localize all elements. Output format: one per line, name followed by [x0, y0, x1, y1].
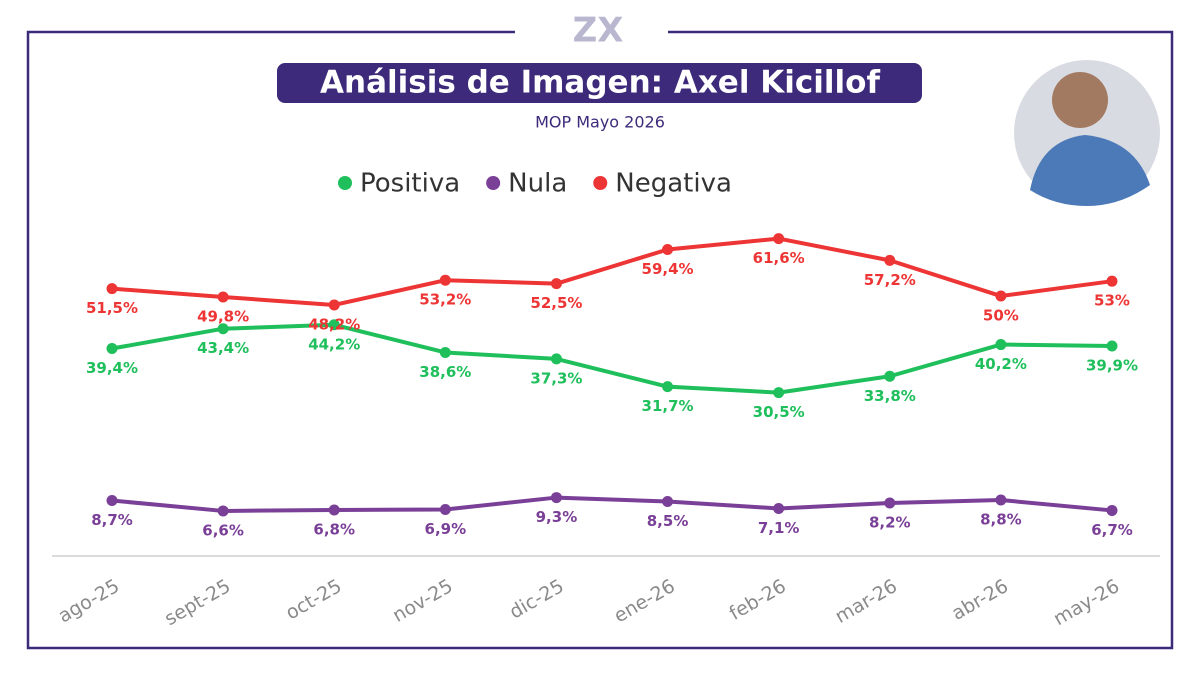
data-label: 40,2% [975, 355, 1027, 373]
portrait-body [1030, 135, 1150, 206]
logo: ZX [573, 11, 624, 51]
data-point [550, 353, 562, 365]
x-tick-label: nov-25 [389, 575, 457, 627]
data-label: 52,5% [530, 294, 582, 312]
data-label: 7,1% [758, 519, 800, 537]
data-label: 59,4% [642, 260, 694, 278]
data-point [550, 492, 562, 504]
data-point [662, 243, 674, 255]
data-label: 37,3% [530, 369, 582, 387]
data-label: 33,8% [864, 387, 916, 405]
data-label: 44,2% [308, 335, 360, 353]
data-label: 61,6% [753, 249, 805, 267]
data-point [662, 496, 674, 508]
x-tick-label: ene-26 [610, 575, 679, 627]
data-label: 50% [983, 307, 1019, 325]
legend-marker [338, 176, 352, 190]
data-point [217, 505, 229, 517]
data-label: 53,2% [419, 291, 471, 309]
data-point [995, 290, 1007, 302]
x-tick-label: sept-25 [161, 575, 234, 630]
legend-label: Nula [508, 169, 567, 199]
data-label: 8,2% [869, 514, 911, 532]
data-label: 6,6% [202, 521, 244, 539]
series-line [111, 495, 1113, 513]
x-tick-label: oct-25 [282, 575, 345, 624]
frame [26, 30, 1174, 650]
data-label: 8,8% [980, 511, 1022, 529]
data-point [550, 278, 562, 290]
data-point [106, 283, 118, 295]
legend-marker [486, 176, 501, 190]
legend-label: Negativa [615, 169, 732, 199]
data-point [884, 370, 896, 382]
title-background [277, 63, 922, 103]
legend-marker [593, 176, 608, 190]
data-point [439, 346, 451, 358]
data-label: 39,9% [1086, 357, 1138, 375]
x-tick-label: abr-26 [948, 575, 1012, 625]
data-point [1106, 340, 1118, 352]
data-label: 30,5% [753, 403, 805, 421]
data-label: 31,7% [642, 397, 694, 415]
data-label: 51,5% [86, 299, 138, 317]
data-point [106, 343, 118, 355]
chart-title: Análisis de Imagen: Axel Kicillof [320, 65, 880, 101]
data-point [439, 503, 451, 515]
data-label: 9,3% [536, 508, 578, 526]
data-point [662, 381, 674, 393]
data-point [328, 504, 340, 516]
x-tick-label: dic-25 [506, 575, 568, 623]
data-label: 6,9% [425, 520, 467, 538]
x-tick-label: feb-26 [726, 575, 790, 625]
series-line [111, 236, 1113, 307]
data-point [773, 233, 785, 245]
data-point [773, 502, 785, 514]
data-label: 43,4% [197, 339, 249, 357]
data-label: 6,8% [313, 520, 355, 538]
data-point [217, 323, 229, 335]
data-label: 57,2% [864, 271, 916, 289]
data-point [995, 494, 1007, 506]
data-label: 49,8% [197, 308, 249, 326]
data-point [439, 274, 451, 286]
series-line [111, 322, 1113, 395]
data-label: 8,7% [91, 511, 133, 529]
portrait-face [1052, 72, 1108, 128]
data-point [884, 497, 896, 509]
data-point [1106, 275, 1118, 287]
data-point [217, 291, 229, 303]
data-point [1106, 504, 1118, 516]
data-label: 8,5% [647, 512, 689, 530]
data-label: 53% [1094, 292, 1130, 310]
data-point [773, 387, 785, 399]
data-label: 39,4% [86, 359, 138, 377]
data-label: 48,2% [308, 315, 360, 333]
data-point [106, 495, 118, 507]
x-tick-label: ago-25 [54, 575, 123, 627]
x-tick-label: mar-26 [831, 575, 901, 628]
data-label: 6,7% [1091, 521, 1133, 539]
data-point [884, 254, 896, 266]
data-point [995, 339, 1007, 351]
data-point [328, 299, 340, 311]
legend-label: Positiva [360, 169, 460, 199]
data-label: 38,6% [419, 363, 471, 381]
x-tick-label: may-26 [1050, 575, 1123, 630]
chart-subtitle: MOP Mayo 2026 [535, 113, 665, 132]
data-point [328, 319, 340, 331]
